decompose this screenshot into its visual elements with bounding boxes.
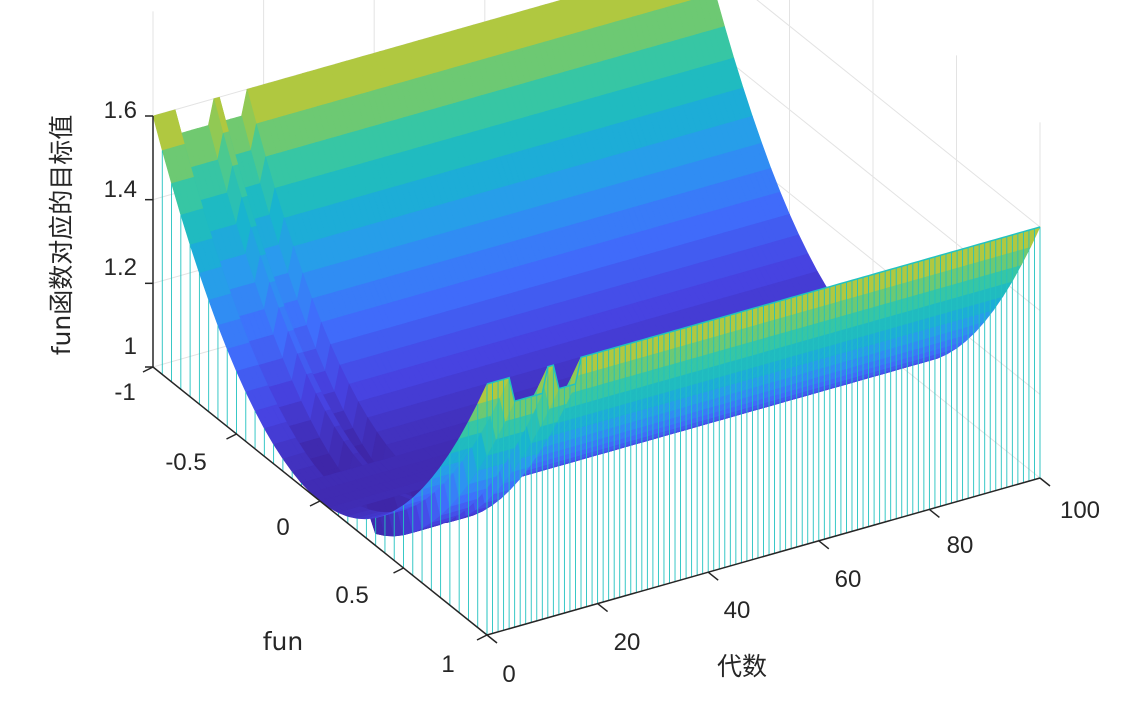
x-tick-label: 80	[947, 532, 974, 559]
x-axis-label: 代数	[717, 652, 767, 681]
curtain-edge	[486, 226, 1041, 403]
y-tick-label: -0.5	[165, 449, 206, 476]
y-tick	[226, 433, 237, 440]
x-tick-labels: 0 20 40 60 80 100	[502, 497, 1100, 688]
y-tick	[142, 366, 154, 373]
z-tick-labels: 1 1.2 1.4 1.6	[104, 97, 137, 360]
y-tick	[476, 634, 488, 641]
x-tick-label: 0	[502, 661, 515, 688]
x-tick-label: 20	[614, 629, 641, 656]
z-axis-label: fun函数对应的目标值	[47, 115, 76, 356]
z-tick-label: 1	[124, 333, 137, 360]
y-tick-label: 0	[276, 514, 289, 541]
y-tick	[393, 567, 404, 574]
x-tick	[1039, 477, 1051, 487]
y-tick-label: -1	[114, 379, 135, 406]
x-tick-label: 100	[1060, 497, 1100, 524]
y-tick-label: 0.5	[335, 582, 368, 609]
surface-mesh	[152, 0, 1041, 635]
x-tick	[928, 508, 940, 518]
z-tick-label: 1.6	[104, 97, 137, 124]
z-tick-label: 1.2	[104, 254, 137, 281]
y-tick-labels: -1 -0.5 0 0.5 1	[114, 379, 454, 678]
z-tick-label: 1.4	[104, 176, 137, 203]
x-tick-label: 60	[835, 566, 862, 593]
y-tick-label: 1	[441, 651, 454, 678]
axes	[142, 115, 1051, 644]
x-tick	[818, 540, 830, 550]
y-axis-label: fun	[263, 627, 304, 656]
y-tick	[309, 500, 321, 507]
x-tick	[597, 603, 609, 613]
x-axis-line	[486, 477, 1041, 636]
x-tick-label: 40	[724, 597, 751, 624]
x-tick	[486, 634, 498, 644]
x-tick	[707, 571, 719, 581]
